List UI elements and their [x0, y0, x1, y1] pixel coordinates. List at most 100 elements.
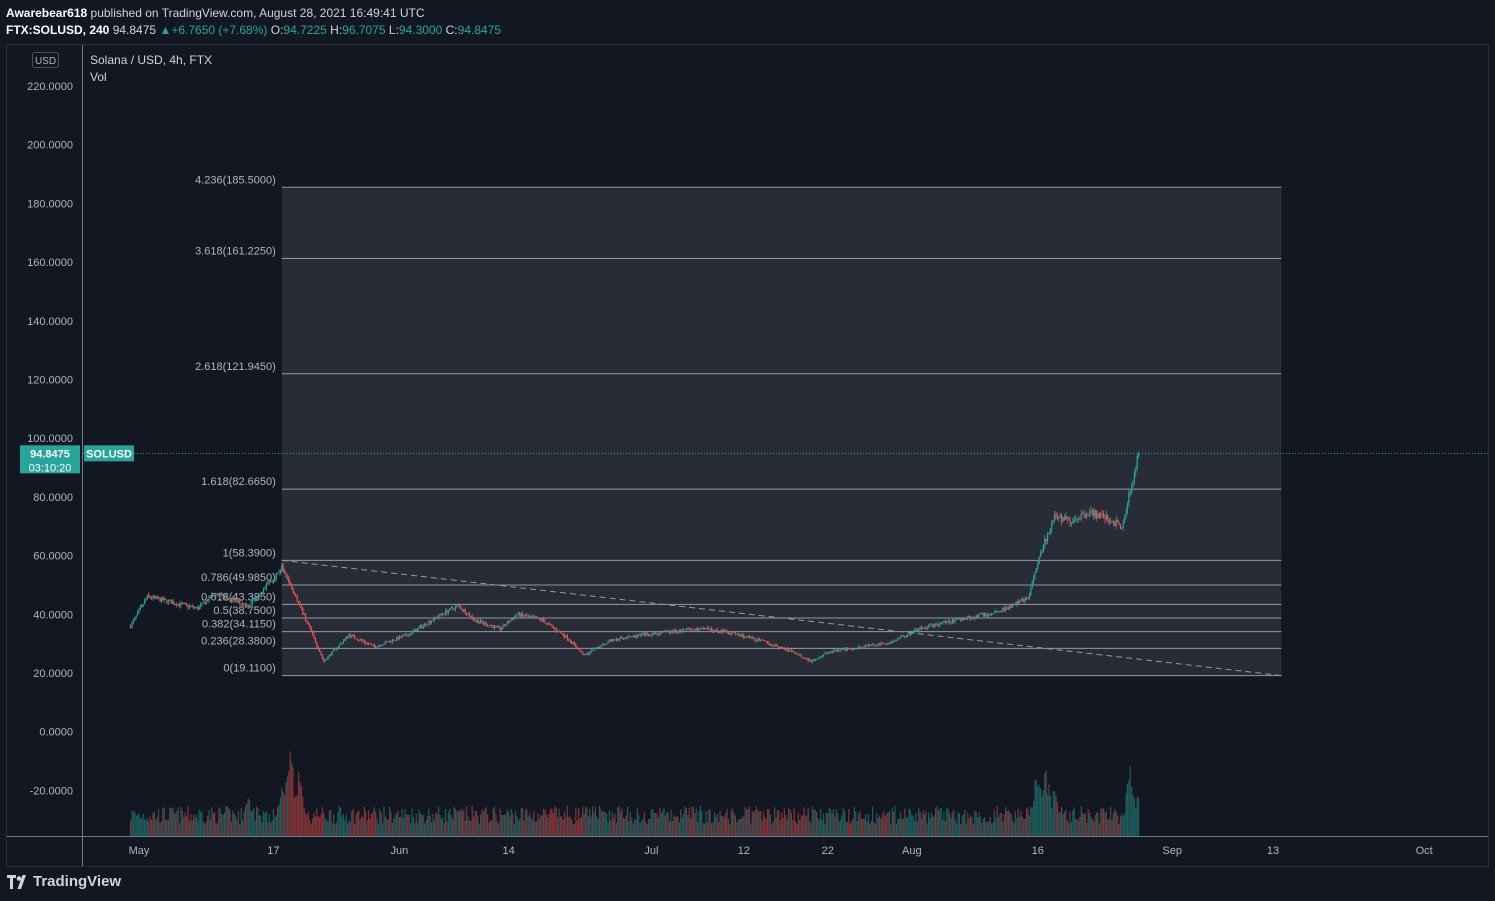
candle-body [583, 654, 585, 655]
x-tick-label: Jun [391, 845, 409, 857]
candle-body [730, 632, 732, 635]
volume-bar [394, 814, 396, 836]
candle-body [382, 644, 384, 646]
volume-bar [922, 810, 924, 836]
fib-level-label: 1.618(82.6650) [201, 476, 276, 488]
candle-body [1065, 516, 1067, 520]
candle-body [194, 607, 196, 609]
volume-bar [219, 808, 221, 836]
candle-body [284, 571, 286, 573]
candle-body [516, 614, 518, 616]
volume-bar [872, 806, 874, 836]
candle-body [459, 604, 461, 607]
candle-body [561, 632, 563, 634]
candle-body [340, 643, 342, 645]
volume-bar [818, 819, 820, 836]
volume-bar [925, 811, 927, 836]
candle-body [907, 635, 909, 637]
candle-body [943, 621, 945, 623]
volume-bar [793, 808, 795, 836]
volume-bar [436, 814, 438, 836]
volume-bar [604, 812, 606, 836]
candle-body [460, 606, 462, 610]
volume-bar [782, 817, 784, 836]
candle-body [501, 628, 503, 630]
volume-bar [456, 810, 458, 836]
volume-bar [1056, 801, 1058, 836]
author-name[interactable]: Awarebear618 [6, 6, 88, 20]
last-price: 94.8475 [112, 23, 157, 37]
candle-body [562, 633, 564, 636]
volume-bar [768, 808, 770, 836]
volume-bar [218, 807, 220, 836]
fib-retracement[interactable]: 4.236(185.5000)3.618(161.2250)2.618(121.… [195, 174, 1282, 677]
candle-body [341, 643, 343, 645]
volume-bar [341, 816, 343, 836]
candle-body [816, 658, 818, 660]
volume-bar [809, 821, 811, 836]
candle-body [1094, 510, 1096, 517]
volume-bar [622, 817, 624, 836]
volume-bar [530, 817, 532, 836]
volume-bar [834, 816, 836, 836]
candle-body [1045, 538, 1047, 541]
candle-body [313, 633, 315, 638]
legend-series[interactable]: Solana / USD, 4h, FTX [90, 53, 212, 67]
candle-body [741, 634, 743, 637]
volume-bar [867, 814, 869, 836]
candle-body [240, 603, 242, 605]
candle-body [699, 628, 701, 630]
trendline-dashed[interactable] [281, 559, 1282, 677]
volume-bar [930, 812, 932, 836]
candle-body [1097, 513, 1099, 519]
volume-bar [1070, 822, 1072, 836]
volume-bar [998, 816, 1000, 836]
candle-body [236, 599, 238, 603]
volume-bar [790, 813, 792, 836]
candle-body [1026, 598, 1028, 600]
volume-bar [1044, 773, 1046, 836]
volume-bar [571, 819, 573, 836]
candle-body [984, 613, 986, 616]
volume-bar [1119, 816, 1121, 836]
candle-body [1007, 608, 1009, 610]
volume-bar [146, 817, 148, 836]
volume-bar [174, 813, 176, 836]
candle-body [450, 607, 452, 609]
candle-body [404, 634, 406, 636]
legend-volume[interactable]: Vol [90, 70, 107, 84]
volume-bar [865, 813, 867, 836]
candle-body [898, 637, 900, 639]
volume-bar [881, 814, 883, 836]
volume-bar [391, 822, 393, 836]
tradingview-brand[interactable]: TradingView [7, 873, 121, 890]
candle-body [524, 615, 526, 617]
candle-body [342, 640, 344, 644]
candle-body [527, 616, 529, 618]
trendline[interactable] [281, 559, 1282, 677]
volume-bar [727, 818, 729, 836]
candle-body [366, 643, 368, 644]
candle-body [328, 654, 330, 657]
currency-badge[interactable]: USD [32, 52, 59, 68]
volume-bar [968, 817, 970, 836]
volume-bar [754, 810, 756, 836]
candle-body [988, 613, 990, 616]
candle-body [569, 640, 571, 642]
candle-body [145, 598, 147, 601]
volume-bar [309, 820, 311, 836]
candle-body [271, 581, 273, 583]
volume-bar [261, 822, 263, 836]
candle-body [979, 613, 981, 615]
volume-bar [323, 812, 325, 836]
candle-body [638, 634, 640, 636]
candle-body [767, 641, 769, 643]
price-axis[interactable]: 220.0000200.0000180.0000160.0000140.0000… [27, 81, 73, 797]
candle-body [1131, 486, 1133, 493]
time-axis[interactable]: May 17 Jun 14 Jul 12 22 Aug 16 Sep 13 Oct [129, 845, 1433, 857]
candle-body [848, 648, 850, 650]
volume-bar [149, 816, 151, 836]
volume-bar [1066, 820, 1068, 836]
candle-body [1108, 519, 1110, 523]
